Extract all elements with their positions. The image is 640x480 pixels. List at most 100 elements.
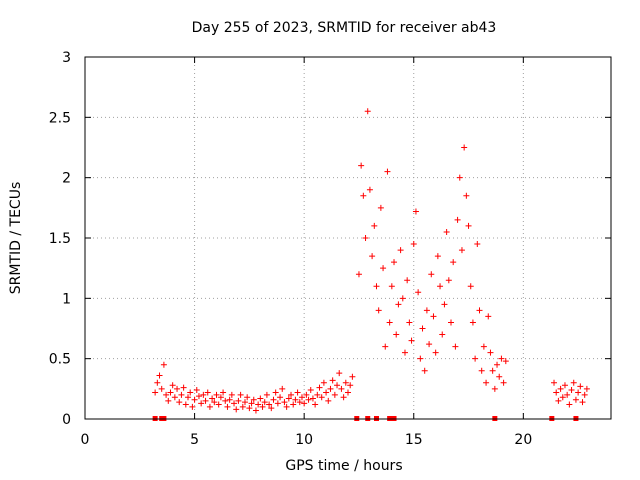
data-point	[268, 405, 275, 412]
data-point	[426, 341, 433, 348]
data-point	[191, 396, 198, 403]
data-point	[294, 389, 301, 396]
data-point	[564, 391, 571, 398]
data-point	[266, 401, 273, 408]
data-point	[417, 355, 424, 362]
data-point	[248, 400, 255, 407]
data-point	[366, 186, 373, 193]
data-point	[373, 283, 380, 290]
data-point	[553, 389, 560, 396]
data-point	[305, 396, 312, 403]
data-point	[572, 396, 579, 403]
data-point	[441, 301, 448, 308]
data-point	[185, 394, 192, 401]
x-tick-label: 20	[514, 432, 532, 448]
data-point	[395, 301, 402, 308]
data-point	[371, 222, 378, 229]
data-point	[360, 192, 367, 199]
data-point	[496, 373, 503, 380]
data-point	[277, 394, 284, 401]
data-point	[461, 144, 468, 151]
data-point	[448, 319, 455, 326]
data-point	[200, 391, 207, 398]
data-point	[228, 391, 235, 398]
data-point	[189, 403, 196, 410]
data-point	[559, 394, 566, 401]
data-point	[257, 395, 264, 402]
data-point	[158, 385, 165, 392]
data-point	[154, 379, 161, 386]
data-point	[347, 382, 354, 389]
data-point	[237, 391, 244, 398]
data-point	[474, 241, 481, 248]
data-point	[316, 384, 323, 391]
data-point	[263, 391, 270, 398]
data-point	[193, 387, 200, 394]
data-point	[255, 401, 262, 408]
data-point	[318, 394, 325, 401]
x-axis-ticks: 0 5 10 15 20	[81, 57, 532, 448]
data-point	[419, 325, 426, 332]
data-point	[288, 391, 295, 398]
data-point	[443, 228, 450, 235]
data-point	[355, 271, 362, 278]
data-point	[241, 399, 248, 406]
data-point	[312, 401, 319, 408]
data-point	[307, 387, 314, 394]
data-point	[220, 389, 227, 396]
y-tick-label: 1	[62, 291, 71, 307]
data-point	[340, 394, 347, 401]
chart-title: Day 255 of 2023, SRMTID for receiver ab4…	[192, 20, 497, 36]
data-point	[467, 283, 474, 290]
data-point	[320, 379, 327, 386]
data-point	[437, 283, 444, 290]
data-point	[566, 401, 573, 408]
data-point	[244, 394, 251, 401]
data-point	[377, 204, 384, 211]
data-point	[274, 400, 281, 407]
data-point	[391, 259, 398, 266]
data-point	[176, 399, 183, 406]
data-point	[272, 389, 279, 396]
y-tick-label: 2.5	[49, 110, 71, 126]
data-point	[336, 370, 343, 377]
data-point	[327, 385, 334, 392]
data-point	[281, 399, 288, 406]
x-tick-label: 15	[405, 432, 423, 448]
data-point	[469, 319, 476, 326]
data-point	[290, 401, 297, 408]
data-point	[412, 208, 419, 215]
data-point	[432, 349, 439, 356]
data-point	[386, 319, 393, 326]
data-point	[362, 235, 369, 241]
data-point	[489, 367, 496, 374]
data-point	[165, 397, 172, 404]
data-point	[163, 391, 170, 398]
data-point	[233, 406, 240, 413]
y-tick-label: 1.5	[49, 231, 71, 247]
data-point	[213, 391, 220, 398]
data-point	[575, 389, 582, 396]
data-point	[476, 307, 483, 314]
data-point	[270, 396, 277, 403]
data-point	[334, 382, 341, 389]
data-point	[364, 108, 371, 115]
data-point	[397, 247, 404, 254]
data-point	[309, 395, 316, 402]
data-point	[399, 295, 406, 302]
data-point	[167, 389, 174, 396]
data-point	[458, 247, 465, 254]
data-point	[463, 192, 470, 199]
data-point	[421, 367, 428, 374]
data-point	[487, 349, 494, 356]
data-point	[279, 385, 286, 392]
data-point	[202, 397, 209, 404]
data-point	[384, 168, 391, 175]
data-point	[454, 216, 461, 223]
data-point	[209, 395, 216, 402]
data-point	[156, 372, 163, 379]
data-point	[485, 313, 492, 320]
data-point	[187, 389, 194, 396]
data-point	[415, 289, 422, 296]
